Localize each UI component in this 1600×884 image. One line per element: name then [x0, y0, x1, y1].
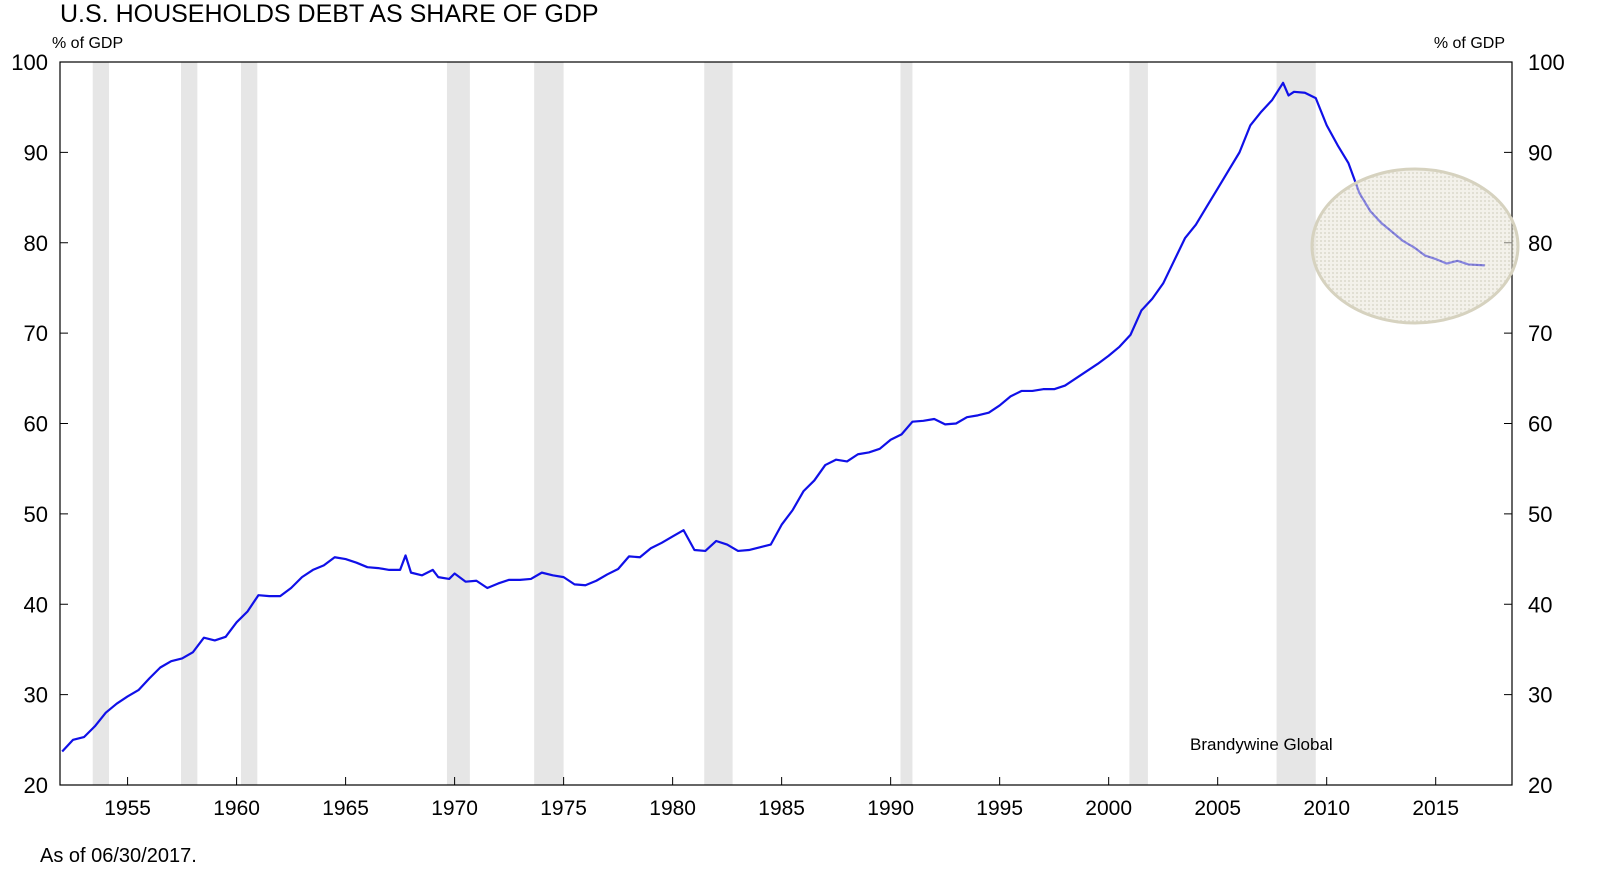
- x-tick-label: 1980: [649, 797, 696, 820]
- x-tick-label: 1985: [758, 797, 805, 820]
- y-tick-label: 70: [24, 321, 48, 346]
- x-tick-label: 1970: [431, 797, 478, 820]
- y-axis-label: % of GDP: [52, 35, 123, 52]
- y2-tick-label: 70: [1528, 321, 1552, 346]
- recession-layer: [92, 62, 1316, 785]
- source-label: Brandywine Global: [1190, 735, 1333, 754]
- y2-tick-label: 20: [1528, 773, 1552, 798]
- y-tick-label: 60: [24, 412, 48, 437]
- y-tick-label: 90: [24, 140, 48, 165]
- y2-axis-label: % of GDP: [1434, 35, 1505, 52]
- y2-tick-label: 30: [1528, 683, 1552, 708]
- y2-tick-label: 100: [1528, 50, 1565, 75]
- x-tick-label: 2015: [1412, 797, 1459, 820]
- recession-band: [446, 62, 470, 785]
- recession-band: [900, 62, 913, 785]
- recession-band: [1276, 62, 1316, 785]
- x-tick-label: 1965: [322, 797, 369, 820]
- y2-tick-label: 60: [1528, 412, 1552, 437]
- highlight-circle: [1310, 167, 1520, 325]
- data-line: [61, 81, 1485, 753]
- y2-tick-label: 90: [1528, 140, 1552, 165]
- x-tick-label: 2010: [1303, 797, 1350, 820]
- y-tick-label: 100: [11, 50, 48, 75]
- y-tick-label: 40: [24, 592, 48, 617]
- x-tick-label: 2005: [1194, 797, 1241, 820]
- x-tick-label: 2000: [1085, 797, 1132, 820]
- y2-tick-label: 50: [1528, 502, 1552, 527]
- y-tick-label: 30: [24, 683, 48, 708]
- chart-title: U.S. HOUSEHOLDS DEBT AS SHARE OF GDP: [60, 0, 599, 28]
- x-tick-label: 1990: [867, 797, 914, 820]
- recession-band: [240, 62, 258, 785]
- y2-tick-label: 80: [1528, 231, 1552, 256]
- y-tick-label: 20: [24, 773, 48, 798]
- recession-band: [1129, 62, 1148, 785]
- y-tick-label: 50: [24, 502, 48, 527]
- x-tick-label: 1995: [976, 797, 1023, 820]
- x-tick-label: 1960: [213, 797, 260, 820]
- x-tick-label: 1975: [540, 797, 587, 820]
- x-tick-label: 1955: [104, 797, 151, 820]
- y2-tick-label: 40: [1528, 592, 1552, 617]
- y-tick-label: 80: [24, 231, 48, 256]
- recession-band: [704, 62, 733, 785]
- recession-band: [534, 62, 564, 785]
- recession-band: [92, 62, 110, 785]
- footnote: As of 06/30/2017.: [40, 845, 197, 867]
- recession-band: [181, 62, 198, 785]
